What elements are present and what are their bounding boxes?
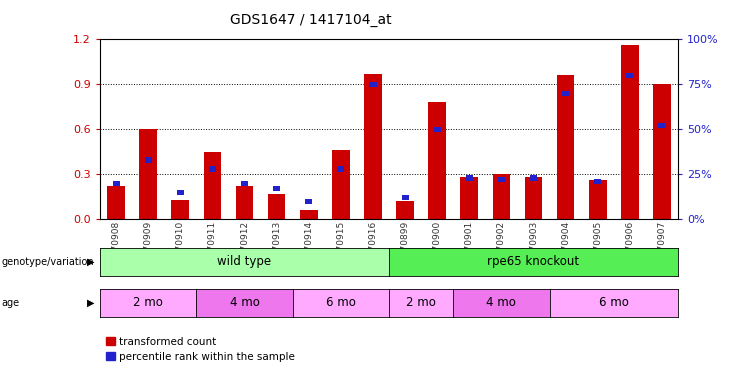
- Bar: [332, 150, 350, 219]
- Text: 6 mo: 6 mo: [599, 296, 628, 309]
- Bar: [364, 74, 382, 219]
- Bar: [370, 82, 376, 87]
- Bar: [107, 186, 125, 219]
- Bar: [562, 91, 569, 96]
- Bar: [466, 176, 473, 181]
- Text: 4 mo: 4 mo: [230, 296, 259, 309]
- Bar: [659, 123, 665, 128]
- Bar: [530, 176, 537, 181]
- Bar: [433, 127, 441, 132]
- Bar: [300, 210, 318, 219]
- Bar: [498, 177, 505, 182]
- Bar: [460, 177, 478, 219]
- Bar: [236, 186, 253, 219]
- Bar: [556, 75, 574, 219]
- Legend: transformed count, percentile rank within the sample: transformed count, percentile rank withi…: [102, 333, 299, 366]
- Bar: [626, 73, 634, 78]
- Text: age: age: [1, 298, 19, 308]
- Bar: [621, 45, 639, 219]
- Bar: [396, 201, 414, 219]
- Bar: [428, 102, 446, 219]
- Bar: [177, 190, 184, 195]
- Text: GDS1647 / 1417104_at: GDS1647 / 1417104_at: [230, 13, 392, 27]
- Text: 4 mo: 4 mo: [487, 296, 516, 309]
- Bar: [273, 186, 280, 191]
- Text: 6 mo: 6 mo: [326, 296, 356, 309]
- Bar: [589, 180, 607, 219]
- Text: 2 mo: 2 mo: [133, 296, 163, 309]
- Text: ▶: ▶: [87, 298, 95, 308]
- Text: wild type: wild type: [217, 255, 272, 268]
- Bar: [402, 195, 408, 200]
- Text: rpe65 knockout: rpe65 knockout: [488, 255, 579, 268]
- Text: genotype/variation: genotype/variation: [1, 256, 94, 267]
- Bar: [525, 177, 542, 219]
- Bar: [337, 166, 345, 172]
- Text: 2 mo: 2 mo: [406, 296, 436, 309]
- Text: ▶: ▶: [87, 256, 95, 267]
- Bar: [305, 199, 312, 204]
- Bar: [209, 166, 216, 172]
- Bar: [653, 84, 671, 219]
- Bar: [493, 174, 511, 219]
- Bar: [268, 194, 285, 219]
- Bar: [204, 152, 222, 219]
- Bar: [241, 181, 248, 186]
- Bar: [594, 179, 601, 184]
- Bar: [113, 181, 119, 186]
- Bar: [144, 158, 152, 163]
- Bar: [171, 200, 189, 219]
- Bar: [139, 129, 157, 219]
